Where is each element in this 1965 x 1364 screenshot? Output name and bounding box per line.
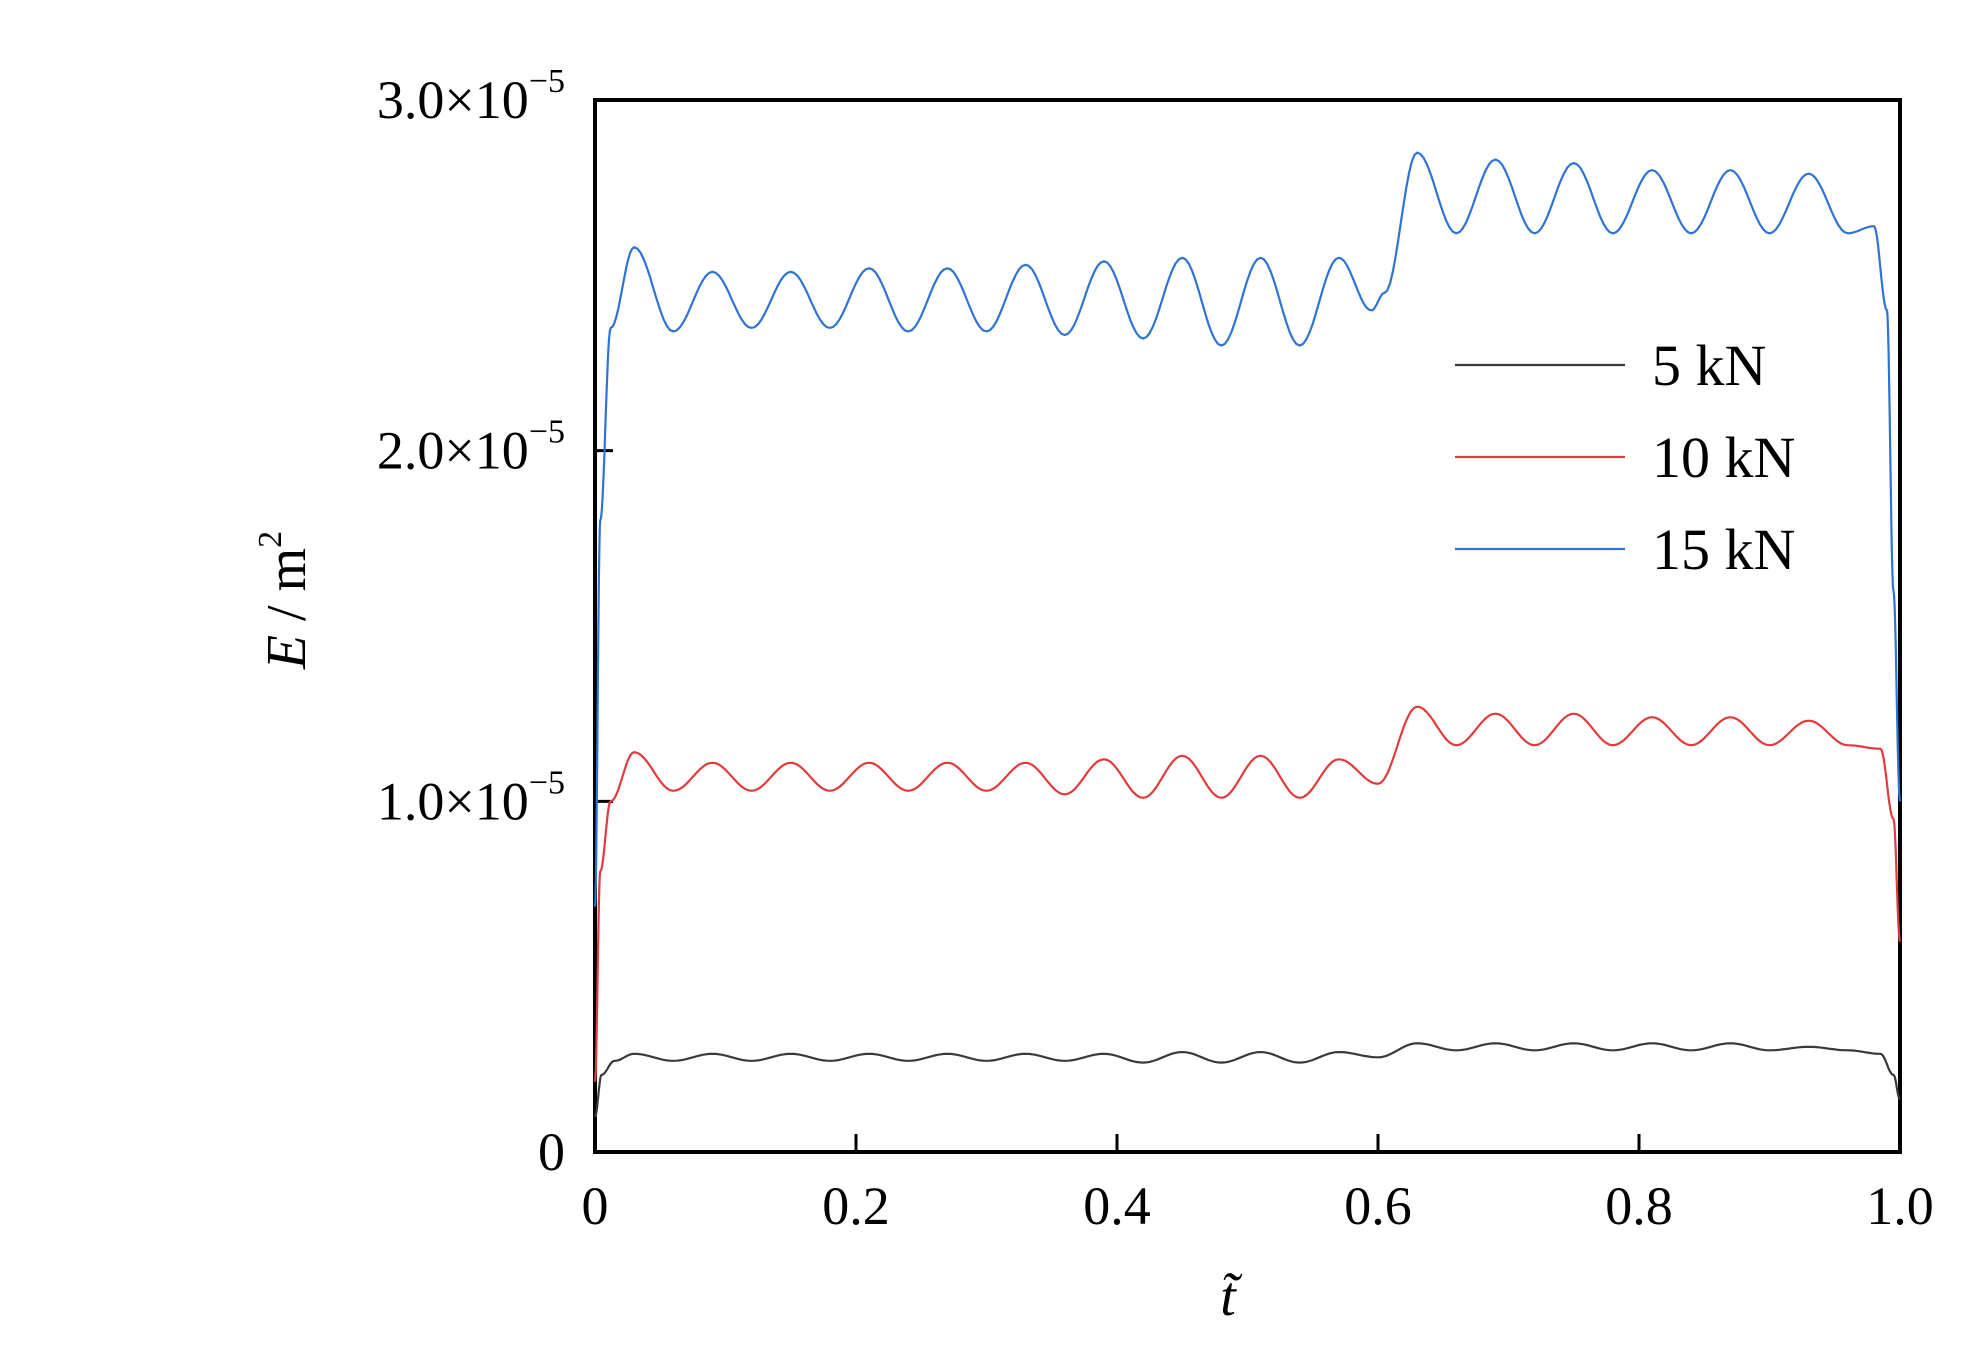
y-axis-separator: / — [256, 591, 318, 635]
series-lines — [593, 151, 1902, 1118]
y-tick-exponent: −5 — [529, 414, 565, 451]
y-axis-variable: E — [256, 635, 318, 670]
axis-ticks: 0 0.2 0.4 0.6 0.8 1.001.0×10−52.0×10−53.0×10−… — [377, 63, 1934, 1236]
legend-label: 10 kN — [1652, 425, 1795, 490]
y-tick-label: 0 — [538, 1122, 565, 1182]
y-tick-mantissa: 1.0×10 — [377, 771, 529, 831]
series-line-1 — [594, 1042, 1901, 1118]
y-tick-label: 2.0×10−5 — [377, 414, 565, 481]
y-tick-mantissa: 2.0×10 — [377, 421, 529, 481]
y-tick-exponent: −5 — [529, 63, 565, 100]
legend-label: 5 kN — [1652, 333, 1766, 398]
x-tick-label: 0 — [582, 1176, 609, 1236]
y-tick-label: 1.0×10−5 — [377, 764, 565, 831]
plot-frame — [593, 98, 1902, 1154]
x-tick-label: 0.2 — [822, 1176, 890, 1236]
y-tick-label: 3.0×10−5 — [377, 63, 565, 130]
y-tick-mantissa: 3.0×10 — [377, 70, 529, 130]
x-axis-label: t̃ — [1220, 1266, 1243, 1328]
series-line-2 — [593, 705, 1902, 1083]
x-tick-label: 1.0 — [1866, 1176, 1934, 1236]
x-tick-label: 0.6 — [1344, 1176, 1412, 1236]
x-tick-label: 0.4 — [1083, 1176, 1151, 1236]
y-axis-label: E / m2 — [252, 531, 318, 670]
y-axis-unit-exponent: 2 — [252, 531, 289, 548]
legend: 5 kN 10 kN 15 kN — [1455, 333, 1795, 582]
legend-label: 15 kN — [1652, 517, 1795, 582]
svg-text:E / m2: E / m2 — [252, 531, 318, 670]
y-tick-mantissa: 0 — [538, 1122, 565, 1182]
y-axis-unit: m — [256, 548, 318, 592]
y-tick-exponent: −5 — [529, 764, 565, 801]
x-tick-label: 0.8 — [1605, 1176, 1673, 1236]
series-line-3 — [593, 151, 1902, 907]
